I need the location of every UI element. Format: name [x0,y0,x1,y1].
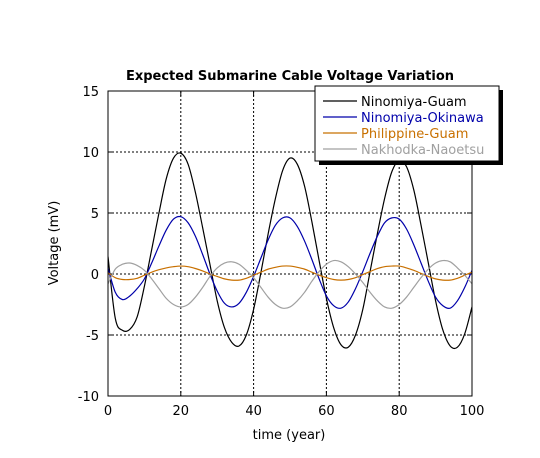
series-line-philippine-guam [108,265,472,281]
y-tick-label: -5 [86,329,99,344]
x-tick-label: 60 [318,404,335,419]
legend-entry: Ninomiya-Okinawa [361,111,484,126]
x-tick-label: 100 [460,404,485,419]
series-line-nakhodka-naoetsu [108,259,472,309]
x-tick-label: 0 [104,404,112,419]
plot-frame [107,90,473,397]
y-tick-label: -10 [78,390,99,405]
x-tick-label: 20 [173,404,190,419]
y-tick-label: 10 [82,146,99,161]
x-axis-label: time (year) [253,428,326,443]
legend-entry: Nakhodka-Naoetsu [361,143,484,158]
y-axis-label: Voltage (mV) [47,201,62,286]
series-line-ninomiya-guam [108,152,472,350]
series-line-ninomiya-okinawa [108,215,472,309]
y-tick-label: 0 [91,268,99,283]
legend-entry: Ninomiya-Guam [361,95,467,110]
x-tick-label: 80 [391,404,408,419]
y-tick-label: 15 [82,85,99,100]
legend-entry: Philippine-Guam [361,127,468,142]
y-tick-label: 5 [91,207,99,222]
plot-area: 0 20 40 60 80 100 -10 -5 0 5 10 15 Ninomiya-GuamNino… [78,85,503,419]
chart-title: Expected Submarine Cable Voltage Variati… [126,69,454,84]
x-tick-label: 40 [245,404,262,419]
